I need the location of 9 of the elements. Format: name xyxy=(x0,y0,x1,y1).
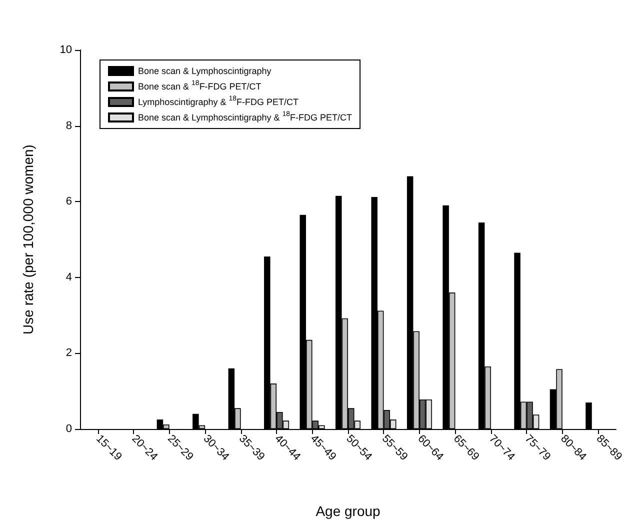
legend-label: Bone scan & Lymphoscintigraphy xyxy=(138,66,272,76)
y-tick-label: 8 xyxy=(66,120,72,132)
x-axis-title: Age group xyxy=(316,503,381,519)
y-axis-title: Use rate (per 100,000 women) xyxy=(20,144,36,334)
y-tick-label: 0 xyxy=(66,423,72,435)
y-tick-label: 6 xyxy=(66,196,72,208)
y-tick-label: 4 xyxy=(66,271,72,284)
y-tick-label: 2 xyxy=(66,347,72,360)
y-tick-label: 10 xyxy=(60,44,72,56)
